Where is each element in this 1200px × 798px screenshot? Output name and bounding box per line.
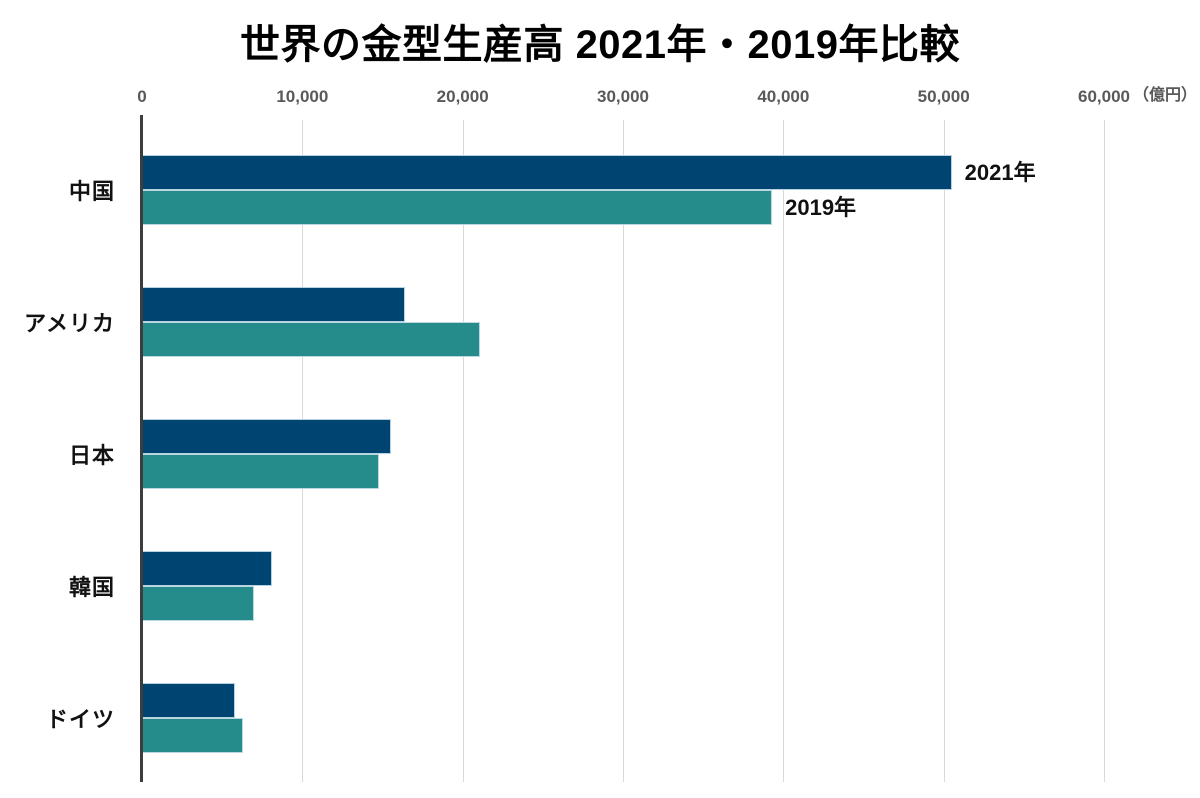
x-tick-label-10000: 10,000 — [276, 87, 329, 106]
y-axis-line — [140, 115, 143, 782]
bar-2021-china — [142, 155, 952, 190]
category-label-japan: 日本 — [68, 443, 115, 468]
gridline-40000 — [783, 120, 785, 782]
category-label-germany: ドイツ — [45, 707, 115, 732]
bar-2019-korea — [142, 586, 255, 621]
bar-2021-japan — [142, 419, 391, 454]
gridline-50000 — [943, 120, 945, 782]
series-label-2021: 2021年 — [964, 159, 1036, 185]
x-tick-label-60000: 60,000 （億円） — [1078, 87, 1198, 106]
category-label-usa: アメリカ — [24, 311, 115, 336]
category-axis: 中国アメリカ日本韓国ドイツ — [0, 0, 115, 798]
bar-2019-usa — [142, 322, 481, 357]
bar-2021-germany — [142, 683, 235, 718]
series-label-2019: 2019年 — [785, 194, 857, 220]
gridline-20000 — [462, 120, 464, 782]
x-tick-label-20000: 20,000 — [436, 87, 489, 106]
x-tick-label-50000: 50,000 — [917, 87, 970, 106]
bar-2019-germany — [142, 718, 243, 753]
bar-2021-usa — [142, 287, 405, 322]
bar-2019-japan — [142, 454, 380, 489]
chart-title: 世界の金型生産高 2021年・2019年比較 — [239, 23, 961, 67]
x-tick-label-30000: 30,000 — [597, 87, 649, 106]
gridline-60000 — [1104, 120, 1105, 782]
x-tick-label-0: 0 — [137, 87, 147, 106]
x-tick-label-40000: 40,000 — [757, 87, 810, 106]
plot-area: 2021年 2019年 — [142, 120, 1105, 782]
x-axis-unit-label: （億円） — [1133, 87, 1198, 104]
bar-2021-korea — [142, 551, 272, 586]
category-label-china: 中国 — [68, 179, 115, 204]
category-label-korea: 韓国 — [68, 575, 115, 600]
gridline-30000 — [623, 120, 624, 782]
bar-2019-china — [142, 190, 773, 225]
x-axis: 0 10,000 20,000 30,000 40,000 50,000 60,000 （億円… — [0, 78, 1200, 106]
